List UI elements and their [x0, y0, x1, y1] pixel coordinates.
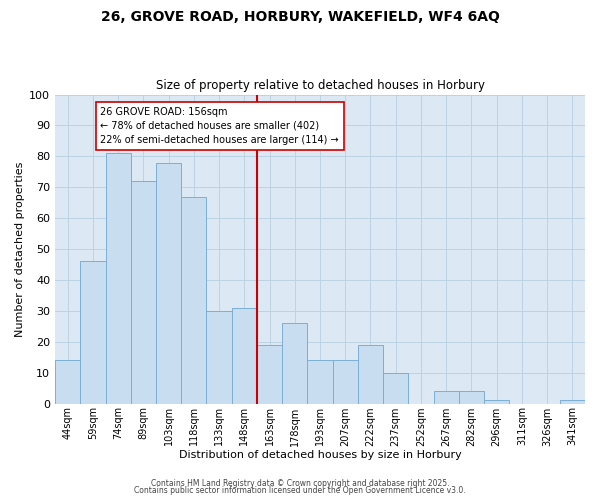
Y-axis label: Number of detached properties: Number of detached properties — [15, 162, 25, 336]
Bar — [55, 360, 80, 404]
Bar — [434, 391, 459, 404]
Bar — [181, 196, 206, 404]
Bar — [307, 360, 332, 404]
Bar — [484, 400, 509, 404]
Bar — [232, 308, 257, 404]
Text: Contains HM Land Registry data © Crown copyright and database right 2025.: Contains HM Land Registry data © Crown c… — [151, 478, 449, 488]
Bar — [80, 262, 106, 404]
Text: Contains public sector information licensed under the Open Government Licence v3: Contains public sector information licen… — [134, 486, 466, 495]
Bar — [383, 372, 409, 404]
Bar — [131, 181, 156, 404]
Bar — [459, 391, 484, 404]
Bar — [206, 311, 232, 404]
Title: Size of property relative to detached houses in Horbury: Size of property relative to detached ho… — [155, 79, 485, 92]
Bar — [257, 345, 282, 404]
Bar — [106, 154, 131, 404]
Bar — [560, 400, 585, 404]
Bar — [282, 323, 307, 404]
Text: 26 GROVE ROAD: 156sqm
← 78% of detached houses are smaller (402)
22% of semi-det: 26 GROVE ROAD: 156sqm ← 78% of detached … — [100, 107, 339, 145]
X-axis label: Distribution of detached houses by size in Horbury: Distribution of detached houses by size … — [179, 450, 461, 460]
Bar — [332, 360, 358, 404]
Bar — [358, 345, 383, 404]
Text: 26, GROVE ROAD, HORBURY, WAKEFIELD, WF4 6AQ: 26, GROVE ROAD, HORBURY, WAKEFIELD, WF4 … — [101, 10, 499, 24]
Bar — [156, 162, 181, 404]
